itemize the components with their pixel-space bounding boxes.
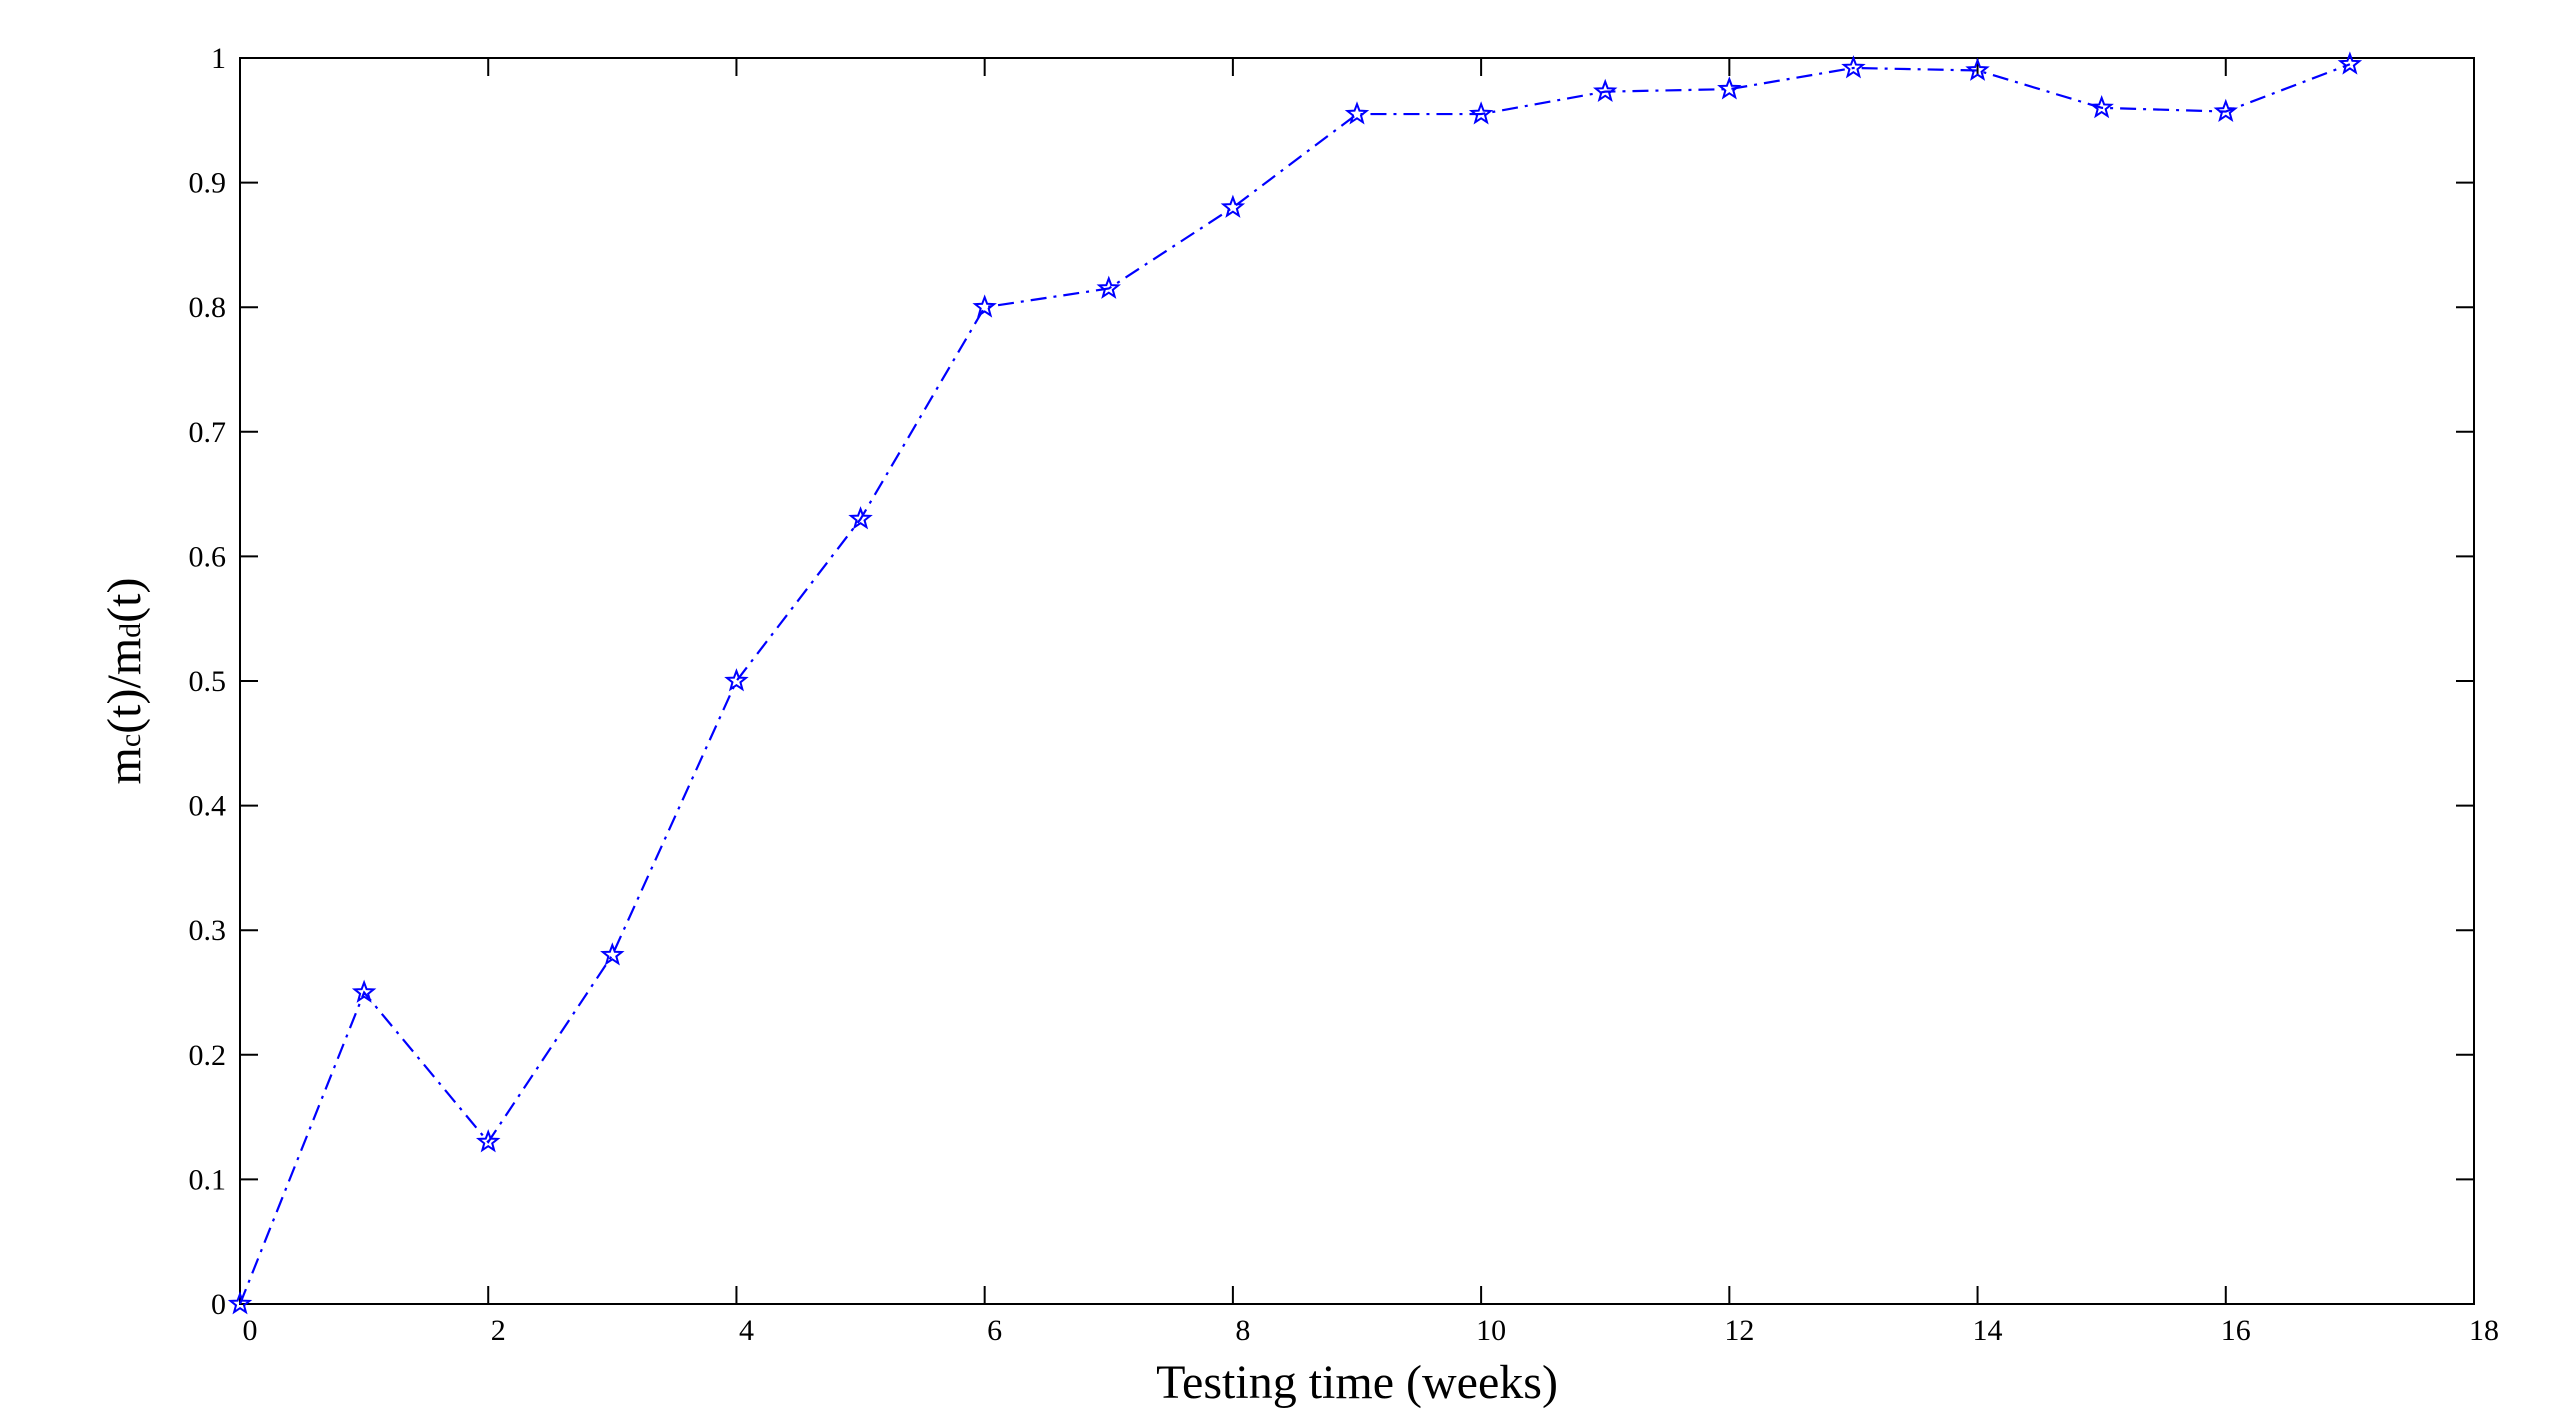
data-point-star [1096, 275, 1122, 299]
data-point-star [475, 1129, 501, 1153]
x-tick-label: 10 [1476, 1314, 1506, 1347]
y-tick-label: 0.1 [189, 1163, 227, 1196]
data-point-star [1468, 101, 1494, 125]
data-point-star [2337, 51, 2363, 75]
data-point-star [1965, 57, 1990, 81]
y-tick-label: 0 [211, 1288, 226, 1321]
y-tick-label: 1 [211, 42, 226, 75]
x-tick-label: 0 [243, 1314, 258, 1347]
data-point-star [600, 942, 625, 966]
series-line [238, 63, 2351, 1305]
y-axis-title-sub-1: c [114, 734, 147, 747]
plot-area [239, 57, 2475, 1305]
x-axis-title: Testing time (weeks) [1156, 1356, 1558, 1409]
data-point-star [227, 1291, 253, 1315]
data-point-star [2089, 94, 2114, 119]
x-tick-label: 2 [491, 1314, 506, 1347]
axis-ticks [239, 57, 2475, 1305]
data-point-star [848, 506, 873, 530]
x-tick-label: 8 [1235, 1314, 1250, 1347]
y-tick-label: 0.7 [189, 416, 227, 449]
data-point-star [1717, 76, 1742, 100]
x-tick-label: 14 [1973, 1314, 2003, 1347]
data-point-star [1344, 101, 1370, 125]
y-tick-label: 0.3 [189, 914, 227, 947]
y-tick-label: 0.6 [189, 540, 227, 573]
y-tick-label: 0.2 [189, 1039, 227, 1072]
x-tick-label: 4 [739, 1314, 754, 1347]
x-tick-label: 6 [987, 1314, 1002, 1347]
y-tick-label: 0.9 [189, 167, 227, 200]
x-tick-label: 18 [2469, 1314, 2499, 1347]
data-point-star [724, 668, 749, 692]
data-point-star [1220, 194, 1246, 218]
y-axis-title-part-2: (t)/m [98, 638, 151, 734]
x-tick-label: 16 [2221, 1314, 2251, 1347]
data-point-star [1592, 78, 1618, 103]
y-axis-title-part-1: m [98, 747, 151, 784]
y-tick-label: 0.4 [189, 790, 227, 823]
series-layer [227, 51, 2363, 1315]
y-axis-title-part-3: (t) [98, 578, 151, 623]
y-tick-labels: 0 0.1 0.2 0.3 0.4 0.5 0.6 0.7 0.8 0.9 1 [189, 42, 227, 1321]
data-point-star [1841, 55, 1866, 79]
data-point-star [972, 294, 997, 318]
y-axis-title: mc(t)/md(t) [98, 578, 151, 785]
y-axis-title-sub-2: d [114, 623, 147, 638]
data-point-star [351, 979, 377, 1003]
y-tick-label: 0.5 [189, 665, 227, 698]
y-tick-label: 0.8 [189, 291, 227, 324]
data-point-star [2213, 98, 2239, 122]
x-tick-labels: 0 2 4 6 8 10 12 14 16 18 [243, 1314, 2500, 1347]
x-tick-label: 12 [1724, 1314, 1754, 1347]
